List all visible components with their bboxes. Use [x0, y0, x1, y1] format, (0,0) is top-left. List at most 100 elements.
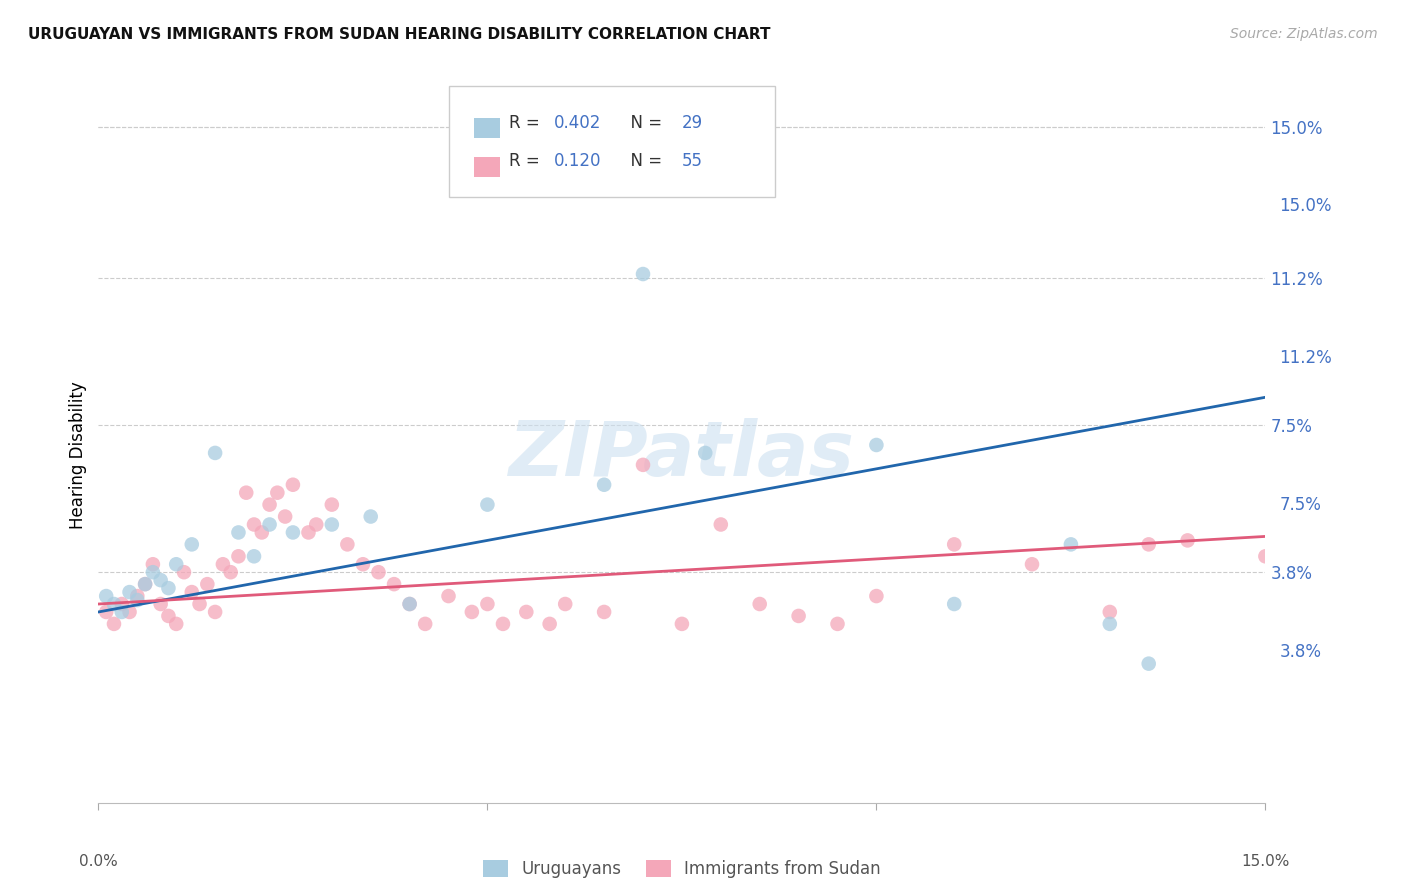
Point [228, 525, 250, 540]
Point [865, 589, 887, 603]
Point [96, 605, 118, 619]
Point [787, 609, 810, 624]
Point [593, 605, 616, 619]
Point [111, 597, 134, 611]
Point [398, 597, 420, 611]
Point [1060, 537, 1083, 551]
Point [96, 589, 118, 603]
Text: 11.2%: 11.2% [1279, 349, 1333, 367]
Point [321, 517, 343, 532]
Point [336, 537, 359, 551]
Point [360, 509, 382, 524]
Text: Source: ZipAtlas.com: Source: ZipAtlas.com [1230, 27, 1378, 41]
Point [118, 605, 141, 619]
Point [1021, 558, 1043, 572]
Point [127, 593, 149, 607]
Point [413, 616, 436, 631]
Y-axis label: Hearing Disability: Hearing Disability [69, 381, 87, 529]
Point [367, 565, 389, 579]
FancyBboxPatch shape [474, 119, 501, 138]
Point [437, 589, 460, 603]
Point [142, 558, 165, 572]
Text: 0.120: 0.120 [554, 153, 600, 170]
FancyBboxPatch shape [474, 157, 501, 177]
Point [243, 549, 266, 564]
Point [243, 517, 266, 532]
Point [1254, 549, 1277, 564]
Point [943, 597, 966, 611]
Point [165, 616, 187, 631]
Point [281, 525, 304, 540]
Point [103, 597, 125, 611]
Point [219, 565, 242, 579]
Point [748, 597, 770, 611]
Point [631, 267, 654, 281]
Point [943, 537, 966, 551]
Text: 0.402: 0.402 [554, 114, 600, 132]
Point [352, 558, 374, 572]
Point [204, 605, 226, 619]
Text: 7.5%: 7.5% [1279, 496, 1322, 514]
Point [165, 558, 187, 572]
Point [149, 573, 172, 587]
Point [305, 517, 328, 532]
Point [1137, 537, 1160, 551]
Point [204, 446, 226, 460]
Point [212, 558, 235, 572]
Point [259, 498, 281, 512]
Point [235, 485, 257, 500]
Text: N =: N = [620, 114, 668, 132]
Point [103, 616, 125, 631]
Point [461, 605, 484, 619]
Point [695, 446, 717, 460]
Point [157, 609, 180, 624]
Point [1177, 533, 1199, 548]
Point [142, 565, 165, 579]
Legend: Uruguayans, Immigrants from Sudan: Uruguayans, Immigrants from Sudan [477, 854, 887, 885]
Point [382, 577, 405, 591]
Point [477, 498, 499, 512]
Text: 0.0%: 0.0% [79, 855, 118, 870]
Point [1098, 605, 1121, 619]
Point [492, 616, 515, 631]
Point [173, 565, 195, 579]
Point [250, 525, 273, 540]
Point [538, 616, 561, 631]
Point [266, 485, 288, 500]
Point [274, 509, 297, 524]
Point [865, 438, 887, 452]
Point [297, 525, 319, 540]
Text: URUGUAYAN VS IMMIGRANTS FROM SUDAN HEARING DISABILITY CORRELATION CHART: URUGUAYAN VS IMMIGRANTS FROM SUDAN HEARI… [28, 27, 770, 42]
Text: 55: 55 [682, 153, 703, 170]
Text: R =: R = [509, 114, 546, 132]
Text: N =: N = [620, 153, 668, 170]
Text: 15.0%: 15.0% [1279, 197, 1331, 216]
Point [228, 549, 250, 564]
Point [118, 585, 141, 599]
Point [593, 477, 616, 491]
Point [710, 517, 733, 532]
Point [180, 537, 202, 551]
Point [180, 585, 202, 599]
Point [515, 605, 537, 619]
Point [127, 589, 149, 603]
Point [134, 577, 156, 591]
Point [631, 458, 654, 472]
Point [515, 168, 537, 182]
Point [827, 616, 849, 631]
Point [149, 597, 172, 611]
Point [1098, 616, 1121, 631]
Point [281, 477, 304, 491]
Text: R =: R = [509, 153, 546, 170]
Point [259, 517, 281, 532]
Point [111, 605, 134, 619]
Point [321, 498, 343, 512]
Point [554, 597, 576, 611]
FancyBboxPatch shape [449, 87, 775, 197]
Point [398, 597, 420, 611]
Point [195, 577, 218, 591]
Text: 29: 29 [682, 114, 703, 132]
Text: ZIPatlas: ZIPatlas [509, 418, 855, 491]
Point [188, 597, 211, 611]
Point [1137, 657, 1160, 671]
